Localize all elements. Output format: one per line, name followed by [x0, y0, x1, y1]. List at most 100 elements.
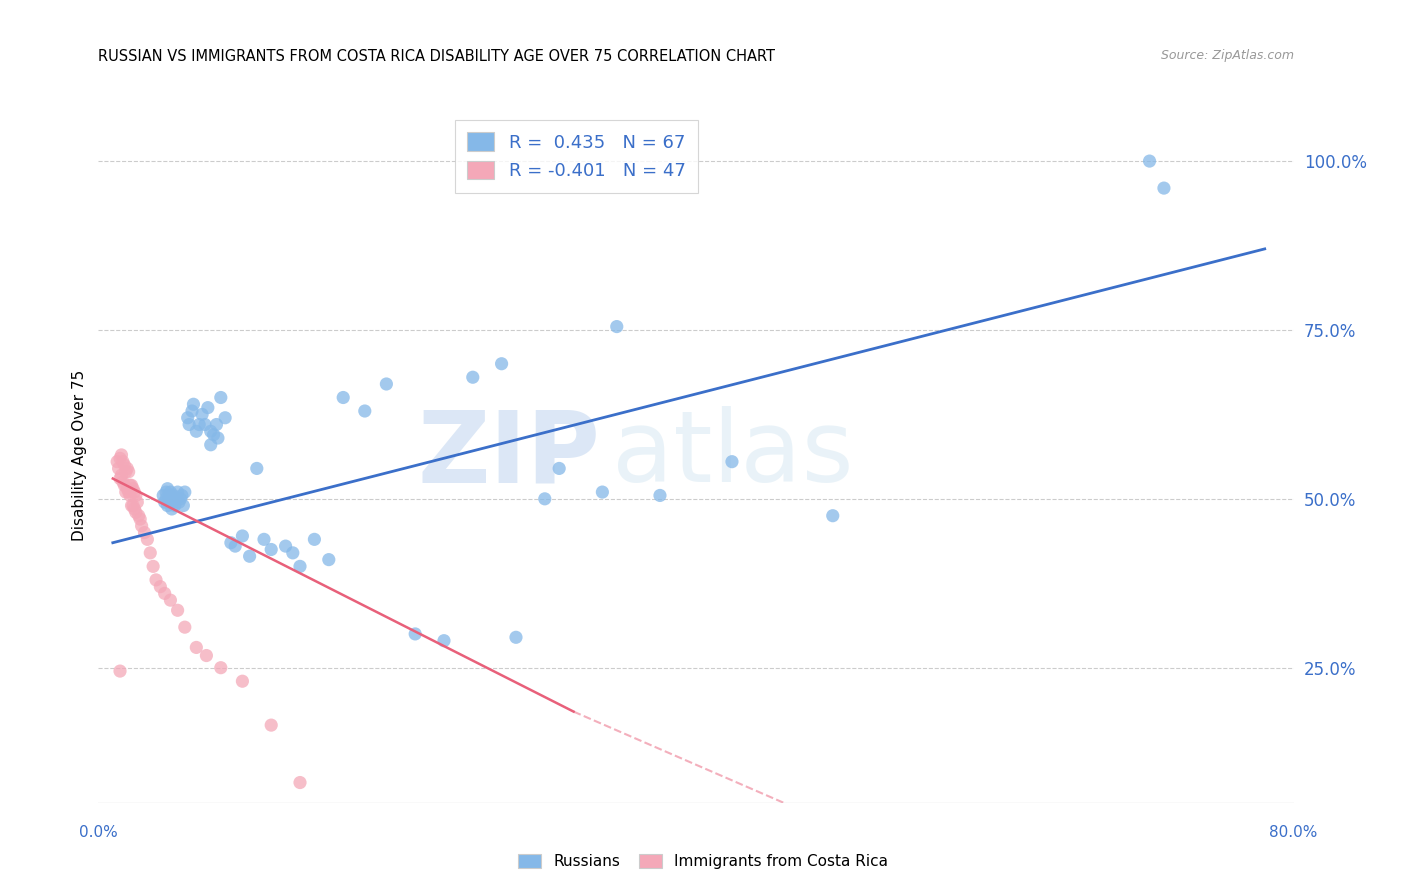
Text: RUSSIAN VS IMMIGRANTS FROM COSTA RICA DISABILITY AGE OVER 75 CORRELATION CHART: RUSSIAN VS IMMIGRANTS FROM COSTA RICA DI… [98, 49, 776, 64]
Point [136, 533, 159, 547]
Point [224, 539, 246, 553]
Point [166, 485, 188, 500]
Point [166, 603, 188, 617]
Point [231, 674, 253, 689]
Point [197, 401, 219, 415]
Point [167, 495, 190, 509]
Point [121, 499, 143, 513]
Point [214, 410, 236, 425]
Point [176, 410, 198, 425]
Point [332, 391, 354, 405]
Text: atlas: atlas [613, 407, 853, 503]
Point [131, 519, 153, 533]
Point [179, 417, 201, 432]
Point [195, 648, 218, 663]
Point [125, 488, 148, 502]
Text: 80.0%: 80.0% [1270, 825, 1317, 840]
Point [157, 491, 180, 506]
Point [108, 664, 131, 678]
Point [115, 482, 138, 496]
Point [219, 535, 242, 549]
Point [181, 404, 204, 418]
Point [157, 495, 180, 509]
Point [160, 495, 183, 509]
Point [648, 488, 671, 502]
Point [127, 495, 149, 509]
Point [173, 620, 195, 634]
Point [129, 512, 152, 526]
Point [114, 465, 136, 479]
Y-axis label: Disability Age Over 75: Disability Age Over 75 [72, 369, 87, 541]
Point [155, 491, 177, 506]
Point [186, 424, 208, 438]
Point [505, 630, 527, 644]
Point [156, 499, 179, 513]
Text: 0.0%: 0.0% [79, 825, 118, 840]
Point [173, 485, 195, 500]
Point [191, 408, 214, 422]
Point [112, 478, 135, 492]
Point [209, 391, 232, 405]
Point [183, 397, 205, 411]
Point [105, 455, 128, 469]
Point [318, 552, 340, 566]
Point [274, 539, 297, 553]
Point [209, 661, 232, 675]
Point [153, 586, 176, 600]
Point [821, 508, 844, 523]
Point [120, 488, 142, 502]
Point [142, 559, 165, 574]
Point [200, 424, 222, 438]
Point [115, 461, 138, 475]
Point [1139, 154, 1161, 169]
Point [353, 404, 375, 418]
Point [134, 525, 156, 540]
Point [239, 549, 262, 564]
Point [304, 533, 326, 547]
Point [288, 775, 311, 789]
Point [461, 370, 484, 384]
Point [128, 508, 150, 523]
Point [107, 461, 129, 475]
Text: ZIP: ZIP [418, 407, 600, 503]
Point [163, 499, 186, 513]
Point [156, 482, 179, 496]
Point [205, 417, 228, 432]
Point [169, 491, 191, 506]
Point [108, 472, 131, 486]
Point [121, 478, 143, 492]
Text: Source: ZipAtlas.com: Source: ZipAtlas.com [1160, 49, 1294, 62]
Point [159, 488, 181, 502]
Point [122, 482, 145, 496]
Point [533, 491, 555, 506]
Point [162, 491, 184, 506]
Point [172, 499, 194, 513]
Point [202, 427, 225, 442]
Point [145, 573, 167, 587]
Point [124, 485, 146, 500]
Point [111, 455, 134, 469]
Point [281, 546, 304, 560]
Point [118, 465, 141, 479]
Point [152, 488, 174, 502]
Point [162, 488, 184, 502]
Point [491, 357, 513, 371]
Point [159, 485, 181, 500]
Point [170, 488, 193, 502]
Point [110, 468, 132, 483]
Point [155, 485, 177, 500]
Point [404, 627, 426, 641]
Point [548, 461, 571, 475]
Point [433, 633, 456, 648]
Point [260, 542, 283, 557]
Point [721, 455, 744, 469]
Point [139, 546, 162, 560]
Point [253, 533, 276, 547]
Point [194, 417, 217, 432]
Point [108, 451, 131, 466]
Point [246, 461, 269, 475]
Point [231, 529, 253, 543]
Point [149, 580, 172, 594]
Point [260, 718, 283, 732]
Point [112, 458, 135, 472]
